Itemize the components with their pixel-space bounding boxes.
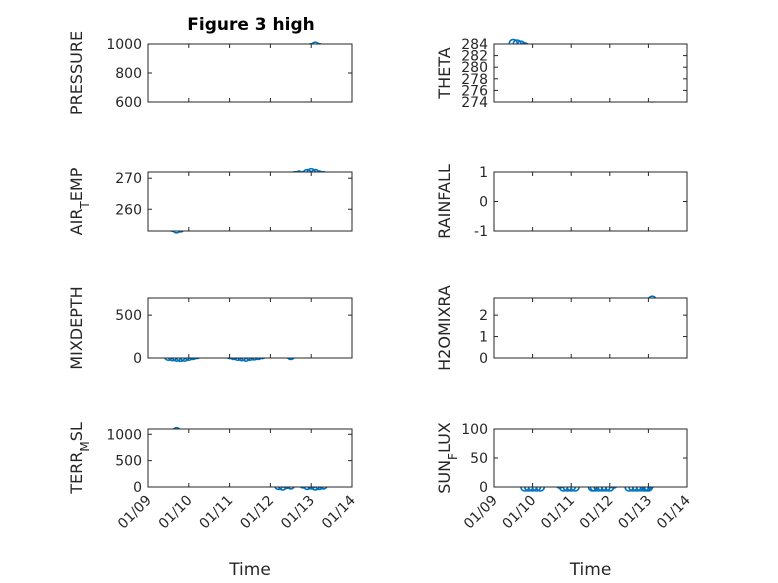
y-axis-label: MIXDEPTH — [67, 286, 86, 369]
y-tick-label: 278 — [461, 72, 488, 88]
x-axis-label: Time — [569, 560, 612, 580]
y-tick-label: 0 — [479, 195, 488, 211]
axes-box — [493, 171, 688, 232]
y-tick-label: 260 — [115, 202, 142, 218]
y-tick-label: 276 — [461, 83, 488, 99]
y-tick-label: 280 — [461, 60, 488, 76]
chart-title: Figure 3 high — [187, 15, 315, 35]
subplot-h2omixra: 0 1 2 H2OMIXRA — [435, 285, 688, 371]
subplot-rainfall: -1 0 1 RAINFALL — [435, 164, 688, 240]
y-axis-label: H2OMIXRA — [435, 285, 454, 371]
axes-box — [147, 428, 353, 488]
y-axis-label: THETA — [435, 47, 454, 99]
axes-box — [493, 297, 688, 359]
y-tick-label: 0 — [479, 351, 488, 367]
y-tick-label: 1 — [479, 165, 488, 181]
y-tick-label: 0 — [479, 480, 488, 496]
axes-box — [493, 428, 688, 488]
y-axis-label: TERRMSL — [67, 422, 92, 495]
y-axis-label: RAINFALL — [435, 164, 454, 239]
y-tick-label: 50 — [470, 451, 488, 467]
y-tick-label: 1000 — [106, 37, 142, 53]
y-tick-label: 500 — [115, 454, 142, 470]
y-tick-label: 0 — [133, 351, 142, 367]
axes-box — [147, 297, 353, 359]
y-tick-label: 270 — [115, 171, 142, 187]
y-tick-label: 0 — [133, 480, 142, 496]
y-tick-label: 1 — [479, 330, 488, 346]
y-axis-label: PRESSURE — [67, 31, 86, 115]
y-tick-label: 284 — [461, 37, 488, 53]
y-tick-label: 600 — [115, 95, 142, 111]
y-tick-label: 282 — [461, 49, 488, 65]
y-tick-label: -1 — [474, 224, 488, 240]
y-tick-label: 100 — [461, 422, 488, 438]
axes-box — [147, 43, 353, 103]
y-tick-label: 1000 — [106, 427, 142, 443]
subplot-mixdepth: 0 500 MIXDEPTH — [67, 286, 353, 370]
y-tick-label: 800 — [115, 66, 142, 82]
subplot-air_temp: 260 270 AIRTEMP — [67, 167, 353, 235]
y-tick-label: 2 — [479, 308, 488, 324]
y-axis-label: AIRTEMP — [67, 167, 92, 235]
y-axis-label: SUNFLUX — [435, 422, 460, 494]
subplot-pressure: 600 800 1000 PRESSURE — [67, 31, 353, 115]
y-tick-label: 500 — [115, 308, 142, 324]
x-axis-label: Time — [228, 560, 271, 580]
axes-box — [147, 171, 353, 232]
y-tick-label: 274 — [461, 95, 488, 111]
axes-box — [493, 43, 688, 103]
